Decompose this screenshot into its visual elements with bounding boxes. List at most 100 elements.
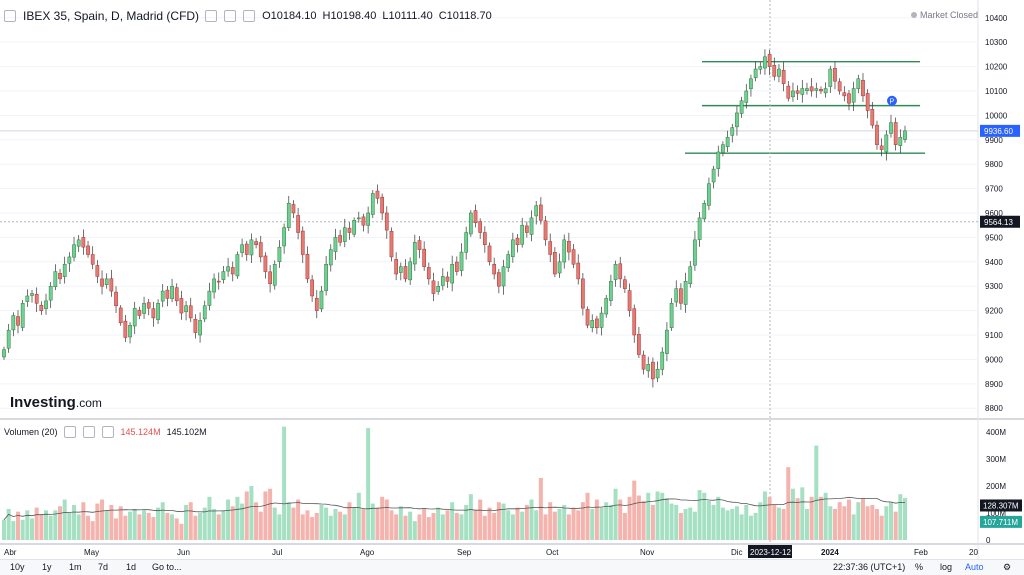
volume-bar — [100, 499, 105, 540]
volume-bar — [548, 502, 553, 540]
volume-bar — [440, 514, 445, 540]
volume-bar — [580, 502, 585, 540]
candle-body — [501, 266, 506, 287]
candle-body — [328, 249, 333, 266]
volume-bar — [230, 506, 235, 540]
candle-body — [240, 244, 244, 253]
volume-bar — [482, 515, 487, 540]
ohlc-close: C10118.70 — [438, 10, 492, 22]
range-1y[interactable]: 1y — [42, 562, 52, 572]
volume-bar — [487, 507, 492, 540]
candle-body — [90, 254, 95, 265]
volume-bar — [748, 515, 753, 540]
volume-settings-icon[interactable] — [82, 426, 95, 438]
x-tick-label: Jul — [272, 548, 282, 557]
volume-bar — [692, 511, 697, 540]
candle-body — [679, 288, 683, 304]
bottom-toolbar: 10y 1y 1m 7d 1d Go to... 22:37:36 (UTC+1… — [0, 559, 1024, 575]
candle-body — [39, 305, 44, 311]
volume-bar — [263, 491, 268, 540]
volume-bar — [352, 507, 357, 540]
volume-bar — [422, 508, 427, 540]
volume-value-1: 145.124M — [120, 427, 161, 437]
volume-bar — [123, 515, 128, 540]
volume-eye-icon[interactable] — [63, 426, 76, 438]
eye-icon[interactable] — [205, 10, 218, 22]
volume-bar — [655, 491, 660, 540]
range-1m[interactable]: 1m — [69, 562, 82, 572]
candle-body — [338, 235, 342, 243]
volume-bar — [515, 507, 520, 540]
volume-bar — [613, 488, 618, 540]
candle-body — [473, 210, 478, 224]
range-10y[interactable]: 10y — [10, 562, 25, 572]
close-icon[interactable] — [243, 10, 256, 22]
candle-body — [893, 122, 898, 145]
clock: 22:37:36 (UTC+1) — [833, 562, 906, 572]
volume-bar — [25, 510, 30, 540]
volume-bar — [118, 506, 123, 540]
candle-body — [898, 137, 903, 146]
reference-price-box — [980, 215, 1020, 228]
candle-body — [314, 297, 319, 311]
volume-tick-label: 100M — [986, 509, 1006, 518]
candle-body — [669, 303, 674, 328]
volume-bar — [618, 499, 623, 540]
candle-body — [595, 318, 599, 328]
volume-series — [2, 426, 907, 540]
candle-body — [571, 249, 576, 265]
candle-body — [272, 264, 277, 286]
volume-bar — [837, 502, 842, 540]
range-7d[interactable]: 7d — [98, 562, 109, 572]
volume-bar — [772, 504, 777, 540]
candle-body — [674, 288, 679, 303]
volume-bar — [650, 504, 655, 540]
volume-bar — [492, 513, 497, 540]
collapse-icon[interactable] — [4, 10, 16, 22]
candle-body — [366, 212, 370, 226]
candle-body — [543, 220, 548, 241]
candle-body — [641, 354, 646, 370]
volume-bar — [571, 507, 576, 540]
percent-toggle[interactable]: % — [915, 562, 924, 572]
volume-bar — [594, 499, 599, 540]
auto-toggle[interactable]: Auto — [965, 562, 984, 572]
goto-button[interactable]: Go to... — [152, 562, 182, 572]
volume-bar — [454, 513, 459, 540]
volume-bar — [445, 510, 450, 540]
volume-bar — [496, 502, 501, 540]
volume-bar — [76, 514, 81, 540]
candle-body — [529, 217, 534, 235]
volume-bar — [81, 502, 86, 540]
volume-bar — [137, 514, 142, 540]
volume-bar — [842, 506, 847, 540]
volume-bar — [599, 507, 604, 540]
candle-body — [440, 276, 445, 286]
candle-body — [375, 190, 380, 199]
settings-icon[interactable] — [224, 10, 237, 22]
candle-body — [324, 264, 328, 291]
volume-bar — [608, 504, 613, 540]
volume-bar — [716, 496, 721, 540]
candle-body — [319, 290, 324, 310]
settings-gear-icon[interactable]: ⚙ — [1003, 562, 1012, 572]
volume-bar — [832, 508, 837, 540]
volume-bar — [184, 504, 189, 540]
volume-close-icon[interactable] — [101, 426, 114, 438]
volume-bar — [879, 515, 884, 540]
volume-bar — [305, 510, 310, 540]
volume-bar — [856, 502, 861, 540]
volume-bar — [282, 426, 287, 540]
candle-body — [492, 264, 497, 275]
volume-bar — [468, 494, 473, 540]
candle-body — [352, 220, 356, 235]
volume-bar — [562, 504, 567, 540]
volume-bar — [566, 514, 571, 540]
volume-bar — [254, 502, 259, 540]
price-labels: 9936.60 9564.13 128.307M 107.711M — [980, 124, 1022, 528]
candle-body — [464, 232, 469, 253]
x-tick-label: 20 — [969, 548, 978, 557]
range-1d[interactable]: 1d — [126, 562, 137, 572]
log-toggle[interactable]: log — [940, 562, 953, 572]
